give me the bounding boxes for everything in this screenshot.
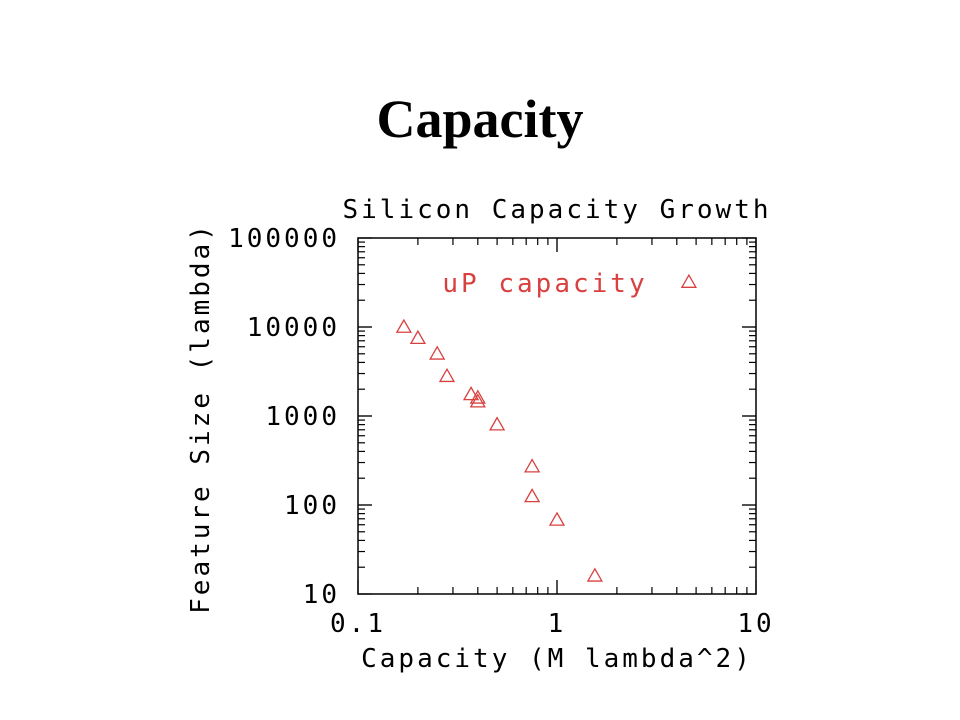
data-point [524, 458, 541, 473]
ticks-layer [357, 237, 757, 595]
data-point [524, 488, 541, 503]
x-tick-label: 0.1 [330, 609, 386, 639]
y-tick-label: 10 [303, 580, 340, 610]
legend-label: uP capacity [442, 269, 647, 299]
data-point [462, 386, 480, 401]
data-point [469, 393, 486, 408]
y-axis-label: Feature Size (lambda) [186, 222, 216, 614]
y-tick-label: 10000 [247, 313, 340, 343]
y-tick-label: 1000 [265, 402, 340, 432]
data-point [586, 567, 603, 582]
y-tick-label: 100000 [228, 224, 340, 254]
data-point [488, 416, 506, 431]
data-point [395, 318, 412, 333]
data-point [438, 367, 456, 383]
points-layer [395, 273, 698, 582]
data-point [429, 345, 446, 360]
x-tick-label: 1 [548, 609, 567, 639]
data-point [680, 273, 698, 288]
tick-labels-layer: 0.1 1 10 10 100 1000 10000 100000 [228, 224, 774, 639]
slide-title: Capacity [376, 89, 584, 149]
data-point [409, 329, 427, 345]
data-point [548, 511, 566, 526]
x-axis-label: Capacity (M lambda^2) [361, 644, 753, 674]
chart-title: Silicon Capacity Growth [342, 195, 771, 225]
data-point [469, 389, 486, 404]
y-tick-label: 100 [284, 491, 340, 521]
x-tick-label: 10 [737, 609, 774, 639]
